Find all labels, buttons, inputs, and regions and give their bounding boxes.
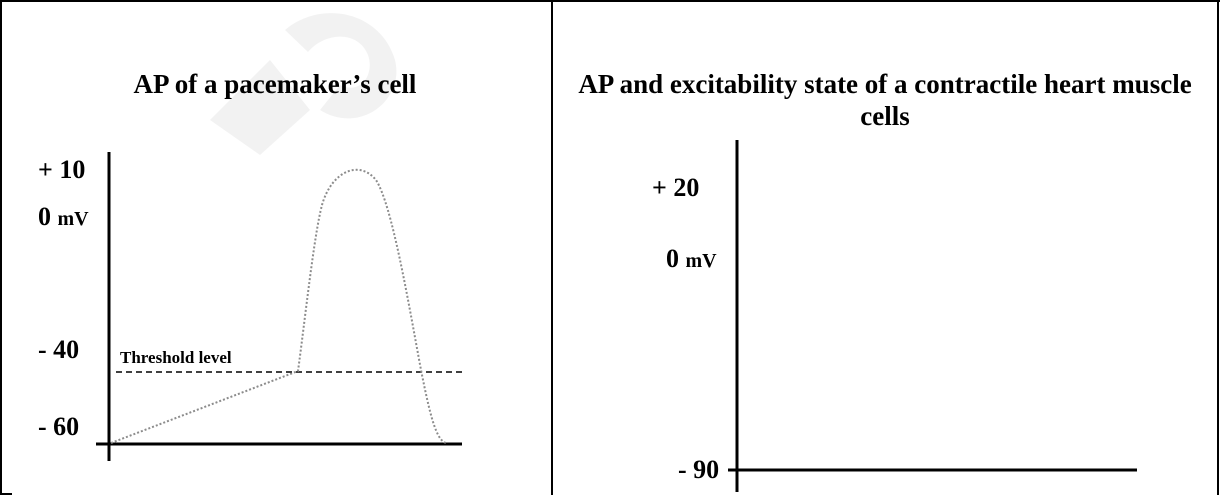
left-y-label-plus10: + 10 xyxy=(38,155,86,184)
panel-divider xyxy=(551,0,553,495)
right-border xyxy=(1217,0,1219,495)
right-y-label-minus90: - 90 xyxy=(678,455,720,484)
threshold-level-label: Threshold level xyxy=(120,348,232,367)
left-y-label-unit: mV xyxy=(57,208,89,230)
left-y-label-zero: 0 mV xyxy=(38,202,89,234)
right-y-label-zero-value: 0 xyxy=(666,244,679,273)
right-y-label-plus20: + 20 xyxy=(652,173,700,202)
left-y-label-minus40: - 40 xyxy=(38,335,80,364)
right-y-label-unit: mV xyxy=(685,250,717,272)
top-border xyxy=(0,0,1220,2)
right-panel-title: AP and excitability state of a contracti… xyxy=(578,69,1192,131)
right-y-label-zero: 0 mV xyxy=(666,244,717,276)
bottom-border-left xyxy=(0,493,12,495)
left-y-label-zero-value: 0 xyxy=(38,202,51,231)
left-border xyxy=(0,0,2,495)
left-panel-title: AP of a pacemaker’s cell xyxy=(133,69,417,99)
watermark-graphic xyxy=(210,13,397,155)
pacemaker-ap-trace xyxy=(110,168,447,444)
left-y-label-minus60: - 60 xyxy=(38,412,80,441)
